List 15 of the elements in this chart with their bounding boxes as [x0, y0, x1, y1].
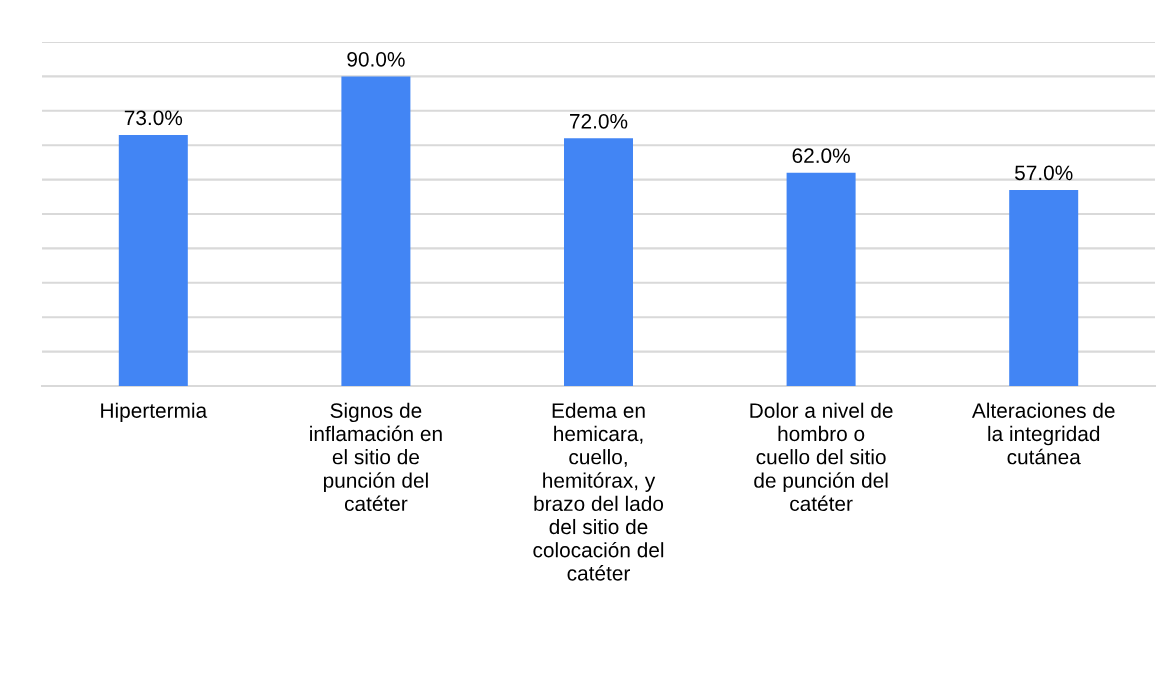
bar: [118, 134, 188, 386]
bar: [786, 172, 856, 386]
data-label: 62.0%: [792, 148, 850, 164]
bar: [341, 76, 411, 386]
data-label: 90.0%: [347, 51, 405, 67]
x-tick-label: Hipertermia: [101, 402, 208, 423]
x-tick-label: Alteraciones de la integridad cutánea: [971, 402, 1115, 465]
bar: [564, 138, 633, 386]
data-label: 72.0%: [570, 113, 628, 129]
x-tick-label: Edema en hemicara, cuello, hemitórax, y brazo del lado del sitio de colocación del catéter: [533, 402, 664, 581]
x-tick-label: Dolor a nivel de hombro o cuello del sitio de punción del catéter: [750, 402, 893, 512]
bar: [1009, 189, 1079, 386]
x-tick-label: Signos de inflamación en el sitio de punción del catéter: [310, 402, 442, 512]
data-label: 73.0%: [124, 110, 183, 126]
data-label: 57.0%: [1015, 165, 1073, 181]
